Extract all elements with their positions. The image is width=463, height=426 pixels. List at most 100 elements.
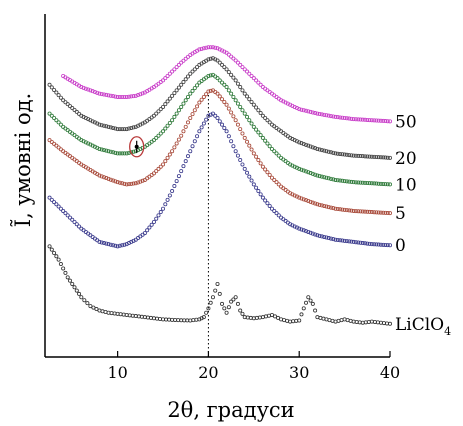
data-point	[385, 155, 390, 160]
series-label-5: 5	[395, 204, 406, 224]
data-point	[358, 240, 363, 245]
data-point	[126, 94, 131, 99]
data-point	[122, 127, 127, 132]
data-point	[176, 85, 181, 90]
data-point	[258, 82, 263, 87]
data-point	[176, 62, 181, 67]
data-point	[245, 170, 250, 175]
data-point	[376, 118, 381, 123]
data-point	[383, 242, 388, 247]
data-point	[308, 109, 313, 114]
data-point	[99, 174, 104, 179]
data-point	[233, 295, 238, 300]
data-point	[151, 113, 156, 118]
data-point	[242, 67, 247, 72]
data-point	[140, 178, 145, 183]
data-point	[197, 129, 202, 134]
data-point	[215, 281, 220, 286]
x-axis-title: 2θ, градуси	[167, 398, 294, 422]
data-point	[231, 75, 236, 80]
data-point	[342, 179, 347, 184]
data-point	[197, 47, 202, 52]
data-point	[88, 304, 93, 309]
data-point	[245, 114, 250, 119]
data-point	[77, 111, 82, 116]
data-point	[220, 122, 225, 127]
data-point	[86, 87, 91, 92]
data-point	[310, 301, 315, 306]
data-point	[256, 158, 261, 163]
data-point	[317, 233, 322, 238]
data-point	[172, 67, 177, 72]
data-point	[258, 161, 263, 166]
data-point	[126, 126, 131, 131]
data-point	[249, 147, 254, 152]
data-point	[122, 151, 127, 156]
data-point	[158, 164, 163, 169]
data-point	[124, 182, 129, 187]
data-point	[176, 174, 181, 179]
data-point	[201, 121, 206, 126]
data-point	[258, 111, 263, 116]
data-point	[72, 107, 77, 112]
data-point	[233, 149, 238, 154]
data-point	[299, 141, 304, 146]
data-point	[113, 150, 118, 155]
data-point	[217, 291, 222, 296]
data-point	[358, 154, 363, 159]
data-point	[72, 285, 77, 290]
x-tick-label: 20	[198, 363, 218, 382]
data-point	[167, 71, 172, 76]
data-point	[249, 99, 254, 104]
data-point	[269, 146, 274, 151]
data-point	[224, 85, 229, 90]
data-point	[85, 301, 90, 306]
data-point	[149, 222, 154, 227]
data-point	[74, 222, 79, 227]
data-point	[113, 179, 118, 184]
data-point	[70, 217, 75, 222]
data-point	[156, 166, 161, 171]
data-point	[197, 100, 202, 105]
data-point	[304, 108, 309, 113]
data-point	[301, 108, 306, 113]
data-point	[265, 201, 270, 206]
data-point	[338, 151, 343, 156]
data-point	[344, 179, 349, 184]
data-point	[231, 144, 236, 149]
data-point	[129, 181, 134, 186]
data-point	[70, 281, 75, 286]
data-point	[338, 178, 343, 183]
data-point	[213, 288, 218, 293]
data-point	[340, 238, 345, 243]
data-point	[378, 155, 383, 160]
data-point	[385, 243, 390, 248]
data-point	[183, 77, 188, 82]
data-point	[328, 236, 333, 241]
data-point	[106, 149, 111, 154]
data-point	[140, 91, 145, 96]
data-point	[338, 238, 343, 243]
data-point	[322, 112, 327, 117]
data-point	[226, 88, 231, 93]
data-point	[319, 203, 324, 208]
data-point	[247, 174, 252, 179]
data-point	[49, 113, 54, 118]
data-point	[276, 213, 281, 218]
data-point	[342, 116, 347, 121]
data-point	[226, 134, 231, 139]
data-point	[254, 127, 259, 132]
data-point	[158, 107, 163, 112]
data-point	[99, 147, 104, 152]
data-point	[378, 210, 383, 215]
data-point	[204, 45, 209, 50]
data-point	[335, 178, 340, 183]
series-label-20: 20	[395, 149, 417, 169]
data-point	[326, 205, 331, 210]
data-point	[199, 125, 204, 130]
data-point	[304, 198, 309, 203]
y-axis-title: Ĩ, умовні од.	[11, 93, 35, 227]
data-point	[251, 151, 256, 156]
data-point	[188, 71, 193, 76]
data-point	[154, 135, 159, 140]
